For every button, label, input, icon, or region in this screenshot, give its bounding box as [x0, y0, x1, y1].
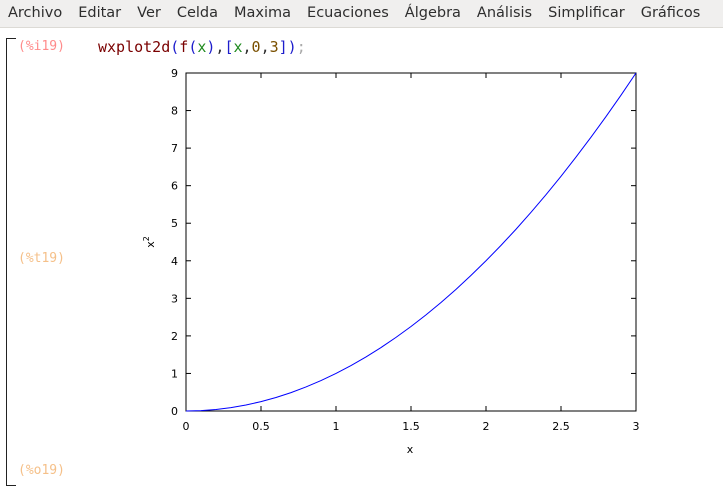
command-input[interactable]: wxplot2d(f(x),[x,0,3]);: [98, 38, 306, 56]
command-lbracket: [: [224, 38, 234, 56]
menu-ver[interactable]: Ver: [137, 5, 161, 21]
menu-simplificar[interactable]: Simplificar: [548, 5, 625, 21]
menu-bar: Archivo Editar Ver Celda Maxima Ecuacion…: [0, 0, 723, 28]
y-tick-label: 5: [171, 217, 178, 230]
command-start: 0: [251, 38, 261, 56]
y-tick-label: 7: [171, 142, 178, 155]
menu-maxima[interactable]: Maxima: [234, 5, 292, 21]
command-var: x: [233, 38, 243, 56]
command-comma-1: ,: [215, 38, 225, 56]
menu-graficos[interactable]: Gráficos: [640, 5, 701, 21]
y-tick-label: 4: [171, 255, 178, 268]
command-f: f: [179, 38, 189, 56]
y-tick-label: 3: [171, 292, 178, 305]
y-axis-label: x2: [142, 236, 157, 248]
menu-editar[interactable]: Editar: [78, 5, 122, 21]
x-tick-label: 0.5: [252, 420, 270, 433]
y-tick-label: 0: [171, 405, 178, 418]
input-label: (%i19): [18, 39, 65, 54]
x-axis-label: x: [407, 443, 414, 456]
y-tick-label: 6: [171, 180, 178, 193]
command-f-open: (: [188, 38, 198, 56]
command-open-paren: (: [170, 38, 180, 56]
y-tick-label: 2: [171, 330, 178, 343]
series-line-x-squared: [185, 72, 637, 412]
x-tick-label: 3: [633, 420, 640, 433]
command-arg: x: [197, 38, 207, 56]
output-label: (%o19): [18, 463, 65, 478]
menu-analisis[interactable]: Análisis: [476, 5, 533, 21]
y-tick-label: 8: [171, 105, 178, 118]
menu-ecuaciones[interactable]: Ecuaciones: [307, 5, 389, 21]
y-axis-label-base: x: [144, 241, 157, 248]
x-tick-label: 0: [183, 420, 190, 433]
cell-bracket[interactable]: [6, 38, 16, 486]
menu-archivo[interactable]: Archivo: [8, 5, 63, 21]
command-comma-3: ,: [260, 38, 270, 56]
command-end: 3: [269, 38, 279, 56]
menu-celda[interactable]: Celda: [176, 5, 219, 21]
command-f-close: ): [206, 38, 216, 56]
plot-frame: [185, 72, 637, 412]
command-semicolon: ;: [296, 38, 306, 56]
y-tick-label: 1: [171, 367, 178, 380]
y-axis-label-exponent: 2: [142, 236, 151, 241]
command-close-paren: ): [287, 38, 297, 56]
x-tick-label: 2.5: [552, 420, 570, 433]
y-tick-label: 9: [171, 67, 178, 80]
plot-ticks: [185, 72, 637, 412]
command-function: wxplot2d: [98, 38, 171, 56]
command-comma-2: ,: [242, 38, 252, 56]
menu-algebra[interactable]: Álgebra: [404, 5, 461, 21]
x-tick-label: 1.5: [402, 420, 420, 433]
x-tick-label: 2: [483, 420, 490, 433]
x-tick-label: 1: [333, 420, 340, 433]
text-label: (%t19): [18, 251, 65, 266]
command-rbracket: ]: [278, 38, 288, 56]
plot-tick-labels: 0 0.5 1 1.5 2 2.5 3 0 1 2 3 4 5 6 7 8 9: [171, 67, 640, 433]
